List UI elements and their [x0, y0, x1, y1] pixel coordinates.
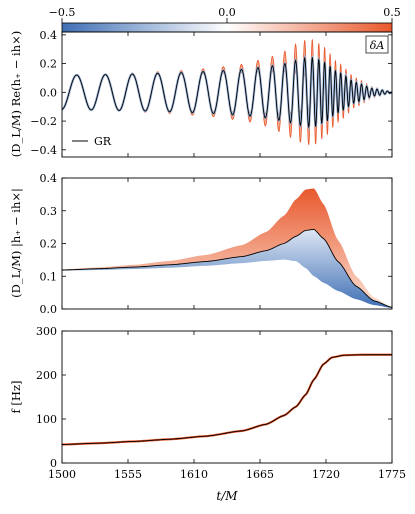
ytick-label: 200 — [36, 369, 57, 382]
panel-strain-real: 0.4 0.2 0.0 −0.2 −0.4 (D_L/M) Re(h₊ − ih×) δ… — [9, 29, 393, 158]
ytick-label: 0.4 — [40, 29, 58, 42]
colorbar-label: δA — [370, 39, 385, 52]
ytick-label: 0.3 — [40, 205, 58, 218]
colorbar-tick-mid: 0.0 — [218, 6, 236, 19]
series-frequency-band — [62, 353, 392, 446]
panel-frequency: 300 200 100 0 1500 1555 1610 1665 1720 1775 f [H… — [9, 325, 406, 503]
xtick-label: 1665 — [246, 468, 274, 481]
legend-label: GR — [94, 135, 112, 148]
band-negative-edge — [62, 53, 392, 132]
ytick-label: 0.2 — [40, 58, 58, 71]
xtick-label: 1775 — [378, 468, 406, 481]
colorbar-label-box: δA — [365, 35, 389, 54]
ytick-label: 300 — [36, 325, 57, 338]
series-gr-frequency — [62, 354, 392, 445]
panel-1-ylabel: (D_L/M) Re(h₊ − ih×) — [9, 31, 23, 157]
ytick-label: −0.2 — [30, 115, 57, 128]
ytick-label: 100 — [36, 413, 57, 426]
panel-strain-abs: 0.4 0.3 0.2 0.1 0.0 (D_L/M) |h₊ − ih×| — [9, 172, 393, 316]
panel-3-ylabel: f [Hz] — [9, 381, 23, 414]
panel-1-frame — [61, 31, 393, 158]
ytick-label: 0.0 — [40, 86, 58, 99]
band-positive — [62, 188, 392, 308]
colorbar-tick-min: −0.5 — [49, 6, 76, 19]
panel-3-frame — [61, 330, 393, 464]
xtick-label: 1720 — [312, 468, 340, 481]
ytick-label: 0 — [50, 457, 57, 470]
ytick-label: 0.4 — [40, 172, 58, 185]
x-axis-label: t/M — [216, 489, 238, 503]
ytick-label: 0.1 — [40, 270, 58, 283]
xtick-label: 1500 — [48, 468, 76, 481]
series-gr-amplitude — [62, 228, 392, 308]
ytick-label: 0.0 — [40, 303, 58, 316]
ytick-label: 0.2 — [40, 238, 58, 251]
series-gr-real-strain — [62, 56, 392, 129]
ytick-label: −0.4 — [30, 144, 57, 157]
xtick-label: 1555 — [114, 468, 142, 481]
colorbar: −0.5 0.0 0.5 — [49, 6, 401, 33]
colorbar-tick-max: 0.5 — [383, 6, 401, 19]
xtick-label: 1610 — [180, 468, 208, 481]
band-negative — [62, 229, 392, 309]
legend: GR — [72, 135, 112, 148]
colorbar-gradient — [61, 22, 393, 33]
panel-2-ylabel: (D_L/M) |h₊ − ih×| — [9, 188, 24, 298]
